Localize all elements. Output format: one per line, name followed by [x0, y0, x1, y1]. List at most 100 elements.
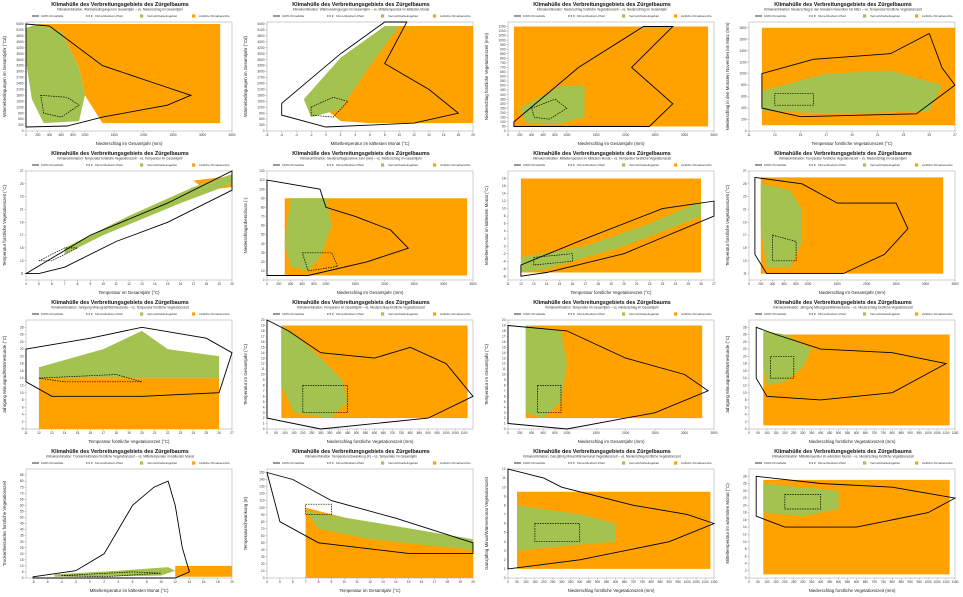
- x-tick-label: 13: [773, 133, 777, 137]
- x-tick-label: 11: [114, 282, 118, 286]
- x-tick-label: 5: [38, 282, 40, 286]
- present-area: [305, 511, 473, 550]
- chart-svg: Klimahülle des Verbreitungsgebiets des Z…: [2, 151, 234, 295]
- x-axis-label: Temperatur forstliche Vegetationszeit (°…: [570, 290, 652, 295]
- legend-swatch: [140, 14, 144, 18]
- dashed-hull-line: [537, 385, 562, 414]
- x-tick-label: 12: [519, 282, 523, 286]
- x-tick-label: 450: [827, 431, 833, 435]
- hull-line: [266, 179, 410, 276]
- x-tick-label: 8: [384, 133, 386, 137]
- x-tick-label: 700: [390, 431, 396, 435]
- x-tick-label: 11: [355, 580, 359, 584]
- legend-entry: Vermehrbarkeitsgebiet: [870, 312, 900, 316]
- legend-entry: Klima Riesbern-Platz: [577, 14, 606, 18]
- y-axis-label: Temperaturschwankung (K): [243, 496, 248, 550]
- legend-entry: 100% Klimahülle: [523, 14, 546, 18]
- legend-entry: Klima Riesbern-Platz: [577, 163, 606, 167]
- y-tick-label: 100: [259, 187, 265, 191]
- y-tick-label: 3: [504, 411, 506, 415]
- legend-entry: 100% Klimahülle: [764, 14, 787, 18]
- y-tick-label: 19: [502, 324, 506, 328]
- present-area: [281, 325, 348, 419]
- dashed-hull-line: [772, 234, 797, 262]
- y-tick-label: 70: [20, 491, 24, 495]
- chart-svg: Klimahülle des Verbreitungsgebiets des Z…: [725, 300, 959, 444]
- x-tick-label: 19: [609, 282, 613, 286]
- chart-panel: Klimahülle des Verbreitungsgebiets des Z…: [0, 298, 240, 447]
- x-tick-label: 2500: [170, 133, 177, 137]
- x-tick-label: 7: [305, 580, 307, 584]
- y-tick-label: 4: [504, 540, 506, 544]
- y-tick-label: 70: [261, 215, 265, 219]
- legend-entry: Vermehrbarkeitsgebiet: [388, 461, 418, 465]
- chart-legend: 100% Klimahülle Klima Riesbern-Platz Verme…: [32, 163, 230, 167]
- legend-entry: zeitliche Klimabereiche: [922, 312, 953, 316]
- y-tick-label: 5: [504, 400, 506, 404]
- x-tick-label: 650: [622, 580, 628, 584]
- x-tick-label: 0: [748, 580, 750, 584]
- y-tick-label: 200: [500, 111, 506, 115]
- y-tick-label: 90: [261, 196, 265, 200]
- x-tick-label: 750: [640, 580, 646, 584]
- legend-swatch: [915, 14, 919, 18]
- x-tick-label: 14: [545, 282, 549, 286]
- hull-line: [25, 23, 193, 128]
- x-tick-label: 1500: [834, 282, 841, 286]
- chart-panel: Klimahülle des Verbreitungsgebiets des Z…: [0, 0, 240, 149]
- legend-entry: 100% Klimahülle: [41, 14, 64, 18]
- x-tick-label: 16: [420, 580, 424, 584]
- y-tick-label: 10: [502, 485, 506, 489]
- y-tick-label: 950: [500, 43, 506, 47]
- x-tick-label: 6: [132, 580, 134, 584]
- chart-panel: Klimahülle des Verbreitungsgebiets des Z…: [482, 447, 722, 596]
- x-tick-label: 12: [368, 580, 372, 584]
- x-tick-label: 15: [799, 133, 803, 137]
- y-tick-label: 30: [261, 555, 265, 559]
- x-axis: 4 5 6 7 8 9 10 11 12 13 14 15 16 17 18 19 20: [25, 280, 234, 286]
- legend-entry: Klima Riesbern-Platz: [577, 461, 606, 465]
- legend-swatch: [433, 163, 437, 167]
- chart-legend: 100% Klimahülle Klima Riesbern-Platz Verme…: [755, 163, 953, 167]
- dashed-hull-line: [61, 571, 162, 578]
- y-tick-label: 3300: [16, 64, 23, 68]
- x-tick-label: 150: [291, 431, 297, 435]
- x-axis-label: Mitteltemperatur im kältesten Monat (°C): [90, 588, 169, 593]
- x-tick-label: 12: [37, 431, 41, 435]
- x-tick-label: 8: [77, 282, 79, 286]
- legend-swatch: [674, 14, 678, 18]
- x-tick-label: -4: [295, 133, 298, 137]
- chart-panel: Klimahülle des Verbreitungsgebiets des Z…: [241, 298, 481, 447]
- chart-legend: 100% Klimahülle Klima Riesbern-Platz Verme…: [755, 14, 953, 18]
- y-tick-label: 550: [500, 79, 506, 83]
- y-tick-label: 40: [20, 528, 24, 532]
- x-tick-label: -2: [74, 580, 77, 584]
- x-tick-label: 4: [354, 133, 356, 137]
- x-tick-label: 8: [146, 580, 148, 584]
- x-tick-label: 500: [836, 580, 842, 584]
- y-tick-label: 150: [500, 115, 506, 119]
- x-tick-label: 2000: [140, 133, 147, 137]
- y-tick-label: 22: [743, 347, 747, 351]
- y-tick-label: 5100: [257, 28, 264, 32]
- y-tick-label: 30: [261, 251, 265, 255]
- y-tick-label: 400: [500, 93, 506, 97]
- x-tick-label: 15: [407, 580, 411, 584]
- future-area: [760, 177, 944, 274]
- dashed-hull-line: [301, 252, 339, 272]
- hull-line: [754, 176, 909, 275]
- present-area: [38, 330, 220, 379]
- x-tick-label: 1100: [702, 580, 709, 584]
- y-tick-label: 450: [500, 88, 506, 92]
- x-tick-label: 450: [586, 580, 592, 584]
- y-axis: 0 200 400 600 800 1000 1200 1400 1600 1800: [739, 26, 749, 133]
- legend-entry: 100% Klimahülle: [523, 461, 546, 465]
- y-tick-label: 0: [263, 278, 265, 282]
- y-tick-label: 11: [502, 476, 506, 480]
- y-tick-label: 15: [502, 345, 506, 349]
- chart-subtitle: Klimakombination: Mitteltemperatur im kä…: [533, 157, 671, 161]
- x-tick-label: 650: [863, 580, 869, 584]
- x-tick-label: 1000: [684, 580, 691, 584]
- legend-entry: 100% Klimahülle: [282, 312, 305, 316]
- legend-entry: zeitliche Klimabereiche: [199, 312, 230, 316]
